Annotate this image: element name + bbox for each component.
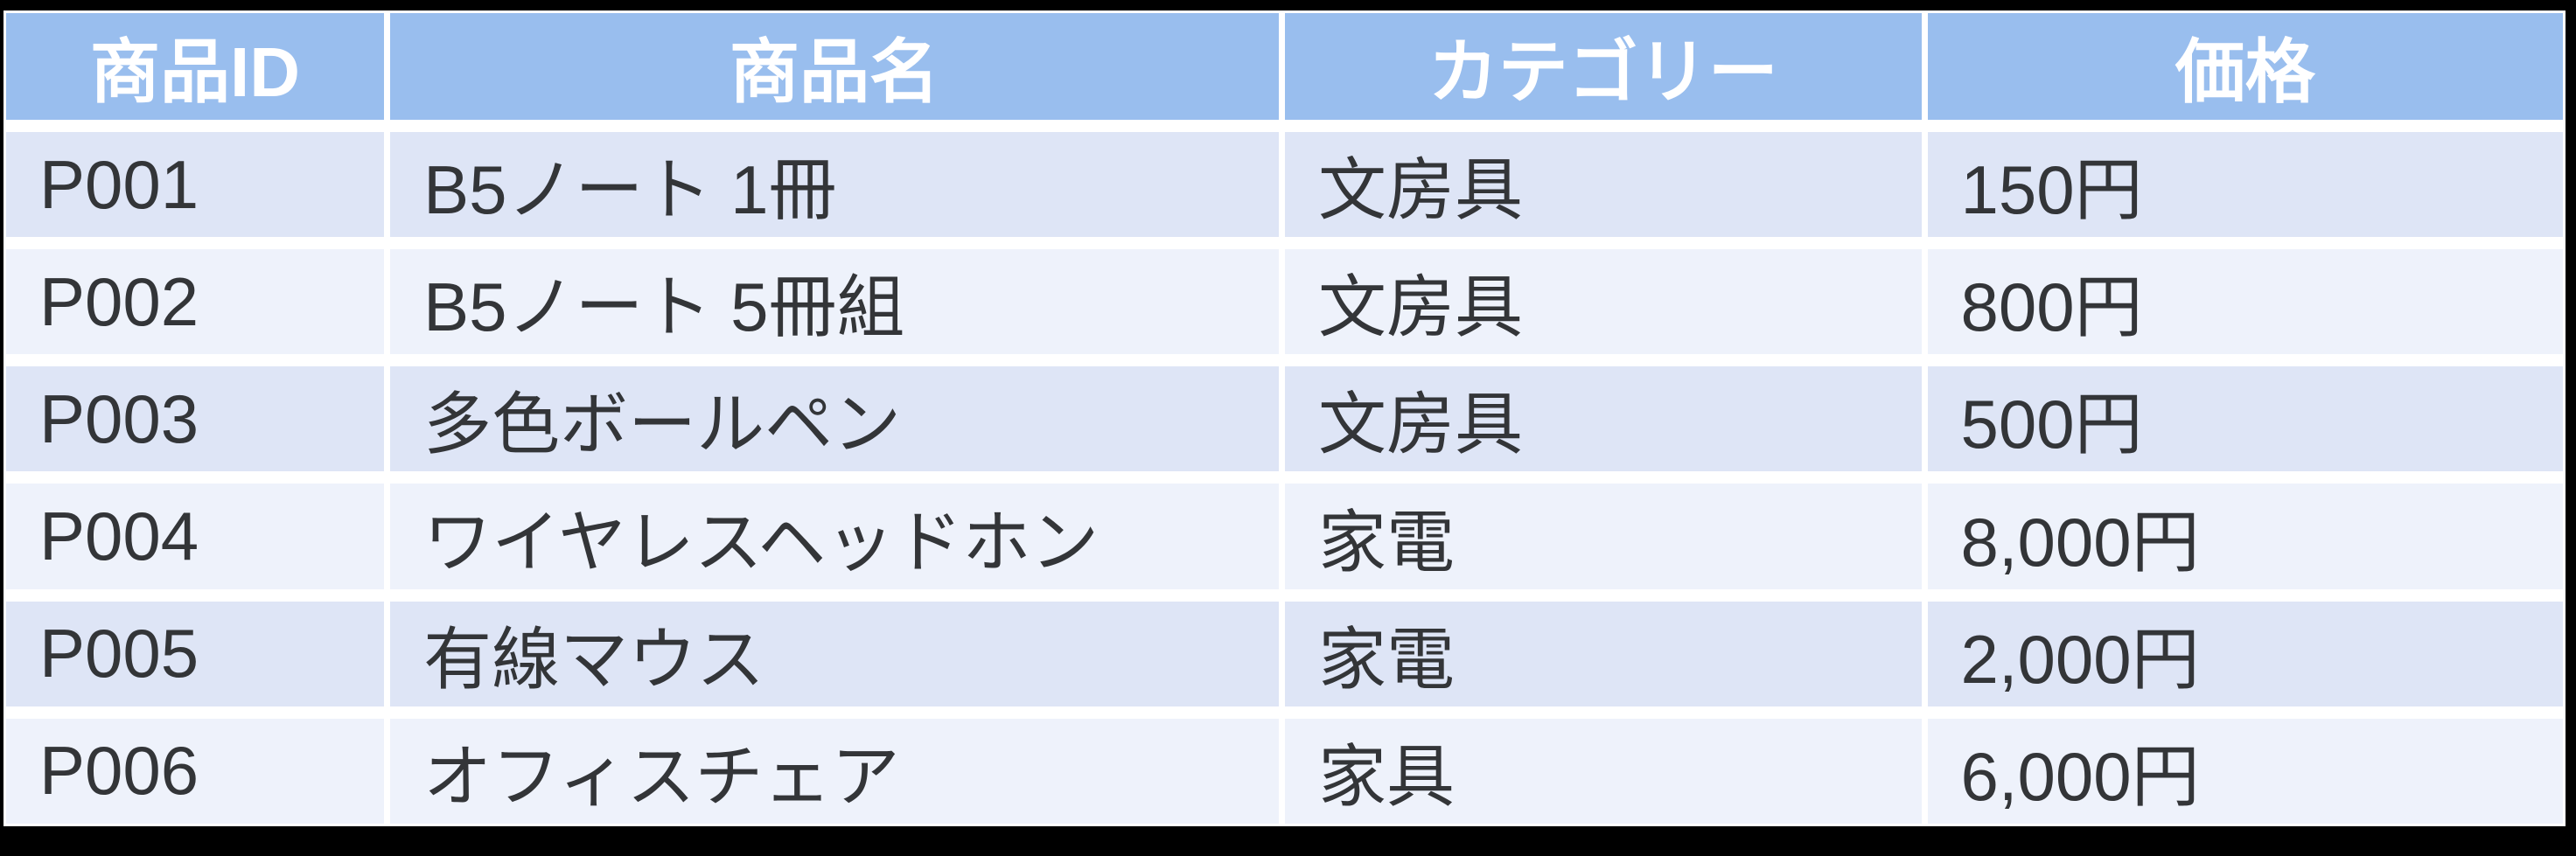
header-product-name: 商品名	[390, 13, 1279, 120]
cell-product-name: ワイヤレスヘッドホン	[390, 484, 1279, 589]
cell-price: 500円	[1927, 366, 2563, 472]
cell-product-name: B5ノート 1冊	[390, 132, 1279, 238]
header-price: 価格	[1927, 13, 2563, 120]
cell-price: 150円	[1927, 132, 2563, 238]
cell-product-name: 多色ボールペン	[390, 366, 1279, 472]
cell-product-id: P001	[6, 132, 385, 238]
cell-product-id: P003	[6, 366, 385, 472]
header-category: カテゴリー	[1285, 13, 1922, 120]
cell-product-id: P005	[6, 601, 385, 706]
cell-price: 800円	[1927, 249, 2563, 355]
cell-price: 2,000円	[1927, 601, 2563, 706]
cell-category: 家電	[1285, 484, 1922, 589]
cell-product-id: P004	[6, 484, 385, 589]
header-product-id: 商品ID	[6, 13, 385, 120]
cell-category: 文房具	[1285, 366, 1922, 472]
cell-product-id: P002	[6, 249, 385, 355]
cell-price: 6,000円	[1927, 718, 2563, 824]
cell-category: 文房具	[1285, 249, 1922, 355]
cell-category: 家電	[1285, 601, 1922, 706]
cell-category: 文房具	[1285, 132, 1922, 238]
cell-product-name: 有線マウス	[390, 601, 1279, 706]
cell-category: 家具	[1285, 718, 1922, 824]
product-table: 商品ID 商品名 カテゴリー 価格 P001 B5ノート 1冊 文房具 150円…	[3, 10, 2566, 826]
cell-product-name: B5ノート 5冊組	[390, 249, 1279, 355]
cell-product-id: P006	[6, 718, 385, 824]
cell-product-name: オフィスチェア	[390, 718, 1279, 824]
cell-price: 8,000円	[1927, 484, 2563, 589]
